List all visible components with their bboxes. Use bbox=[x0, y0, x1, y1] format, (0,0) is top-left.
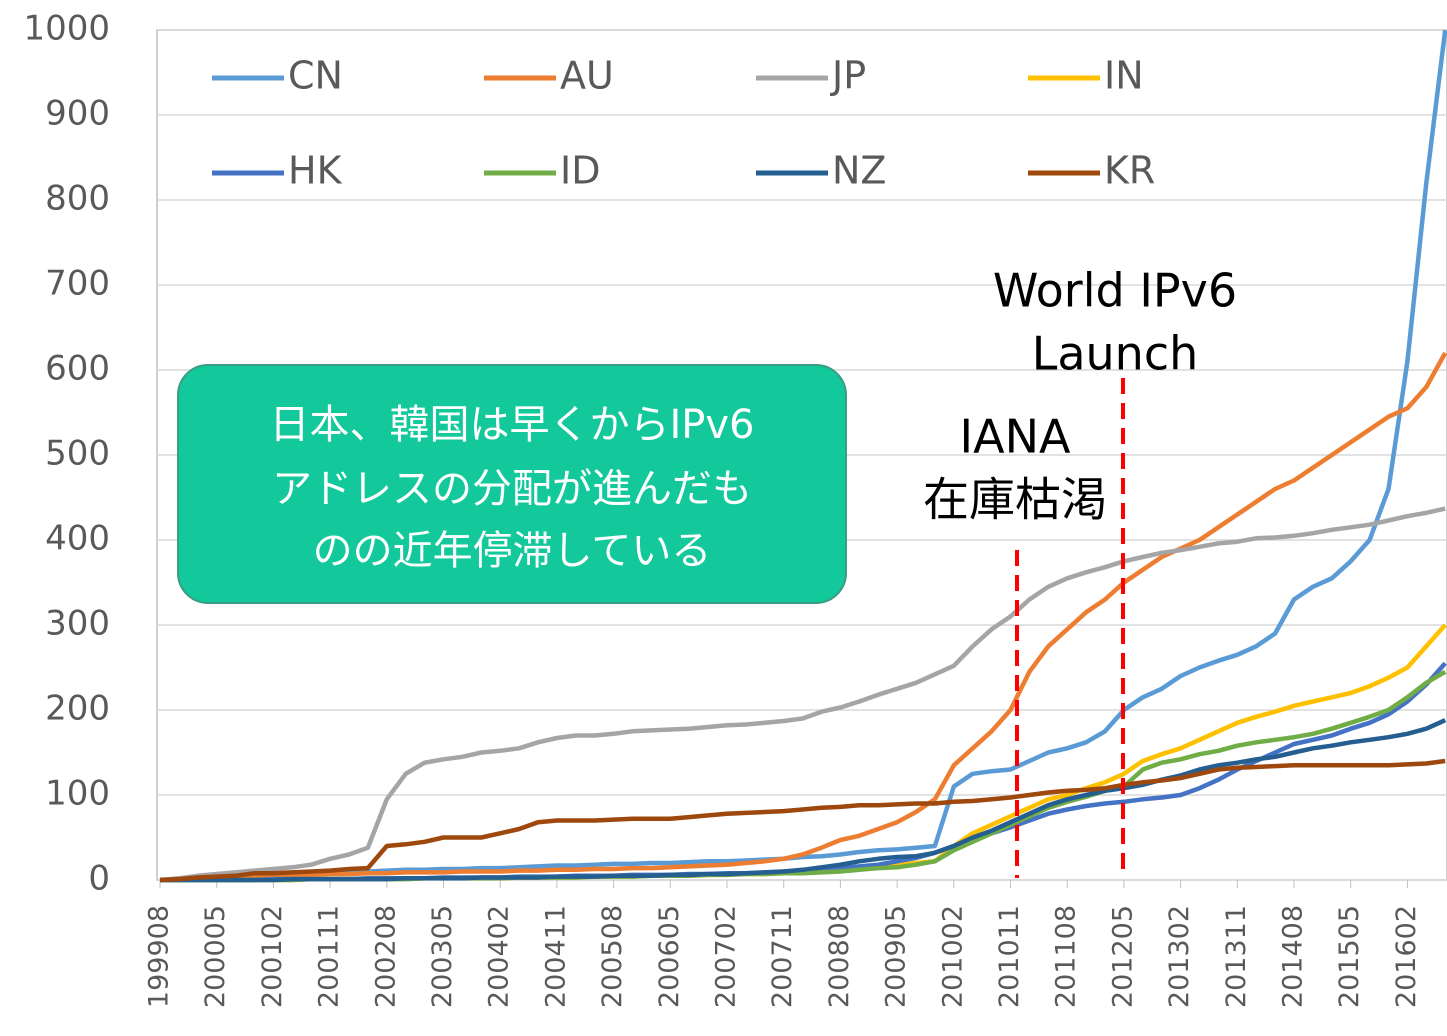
x-tick-label: 200605 bbox=[654, 905, 685, 1008]
y-tick-label: 300 bbox=[45, 604, 110, 644]
x-tick-label: 201602 bbox=[1391, 905, 1422, 1008]
note-line: アドレスの分配が進んだも bbox=[272, 466, 752, 512]
y-tick-label: 100 bbox=[45, 774, 110, 814]
x-tick-label: 201408 bbox=[1278, 905, 1309, 1008]
x-tick-label: 200711 bbox=[767, 905, 798, 1008]
y-tick-label: 900 bbox=[45, 94, 110, 134]
annotations: World IPv6 Launch IANA 在庫枯渇 bbox=[923, 264, 1237, 527]
x-tick-label: 200411 bbox=[540, 905, 571, 1008]
x-tick-label: 200808 bbox=[824, 905, 855, 1008]
x-tick-label: 200102 bbox=[257, 905, 288, 1008]
y-tick-label: 500 bbox=[45, 434, 110, 474]
legend-label: NZ bbox=[832, 149, 886, 193]
x-tick-label: 201205 bbox=[1107, 905, 1138, 1008]
x-tick-label: 200402 bbox=[484, 905, 515, 1008]
x-tick-label: 200702 bbox=[711, 905, 742, 1008]
series-lines bbox=[159, 29, 1447, 883]
y-tick-label: 0 bbox=[88, 859, 110, 899]
legend-label: ID bbox=[560, 149, 600, 193]
x-tick-label: 201505 bbox=[1334, 905, 1365, 1008]
x-tick-label: 200508 bbox=[597, 905, 628, 1008]
launch-label: Launch bbox=[1032, 327, 1199, 381]
x-tick-label: 200905 bbox=[881, 905, 912, 1008]
y-tick-label: 400 bbox=[45, 519, 110, 559]
iana-label: IANA bbox=[960, 410, 1071, 464]
y-tick-label: 700 bbox=[45, 264, 110, 304]
x-tick-label: 200005 bbox=[200, 905, 231, 1008]
legend-label: CN bbox=[288, 54, 343, 98]
series-line bbox=[159, 758, 1446, 883]
x-tick-label: 199908 bbox=[144, 905, 175, 1008]
x-tick-label: 201002 bbox=[937, 905, 968, 1008]
series-line bbox=[160, 718, 1447, 883]
series-line bbox=[159, 506, 1446, 883]
x-tick-label: 201302 bbox=[1164, 905, 1195, 1008]
x-tick-label: 200208 bbox=[370, 905, 401, 1008]
y-tick-label: 200 bbox=[45, 689, 110, 729]
x-tick-label: 200305 bbox=[427, 905, 458, 1008]
series-line bbox=[160, 661, 1447, 883]
note-line: 日本、韓国は早くからIPv6 bbox=[269, 402, 754, 448]
iana-label: 在庫枯渇 bbox=[923, 473, 1107, 527]
x-tick-label: 200111 bbox=[314, 905, 345, 1008]
launch-label: World IPv6 bbox=[993, 264, 1237, 318]
x-tick-label: 201011 bbox=[994, 905, 1025, 1008]
series-line bbox=[160, 623, 1447, 883]
grid: 0 100 200 300 400 500 600 700 800 900 1000 199908 20… bbox=[23, 9, 1447, 1008]
legend-label: HK bbox=[288, 149, 343, 193]
note-box bbox=[177, 364, 847, 604]
x-tick-label: 201108 bbox=[1051, 905, 1082, 1008]
series-line bbox=[160, 669, 1447, 883]
note-line: のの近年停滞している bbox=[313, 528, 712, 574]
legend-label: JP bbox=[830, 54, 866, 98]
y-tick-label: 1000 bbox=[23, 9, 110, 49]
note-text: 日本、韓国は早くからIPv6 アドレスの分配が進んだも のの近年停滞している bbox=[269, 402, 754, 574]
x-tick-label: 201311 bbox=[1221, 905, 1252, 1008]
legend: CN AU JP IN HK ID NZ KR bbox=[212, 54, 1155, 193]
legend-label: IN bbox=[1104, 54, 1144, 98]
legend-label: AU bbox=[560, 54, 614, 98]
y-tick-label: 800 bbox=[45, 179, 110, 219]
series-line bbox=[159, 351, 1447, 883]
y-tick-label: 600 bbox=[45, 349, 110, 389]
legend-label: KR bbox=[1104, 149, 1155, 193]
